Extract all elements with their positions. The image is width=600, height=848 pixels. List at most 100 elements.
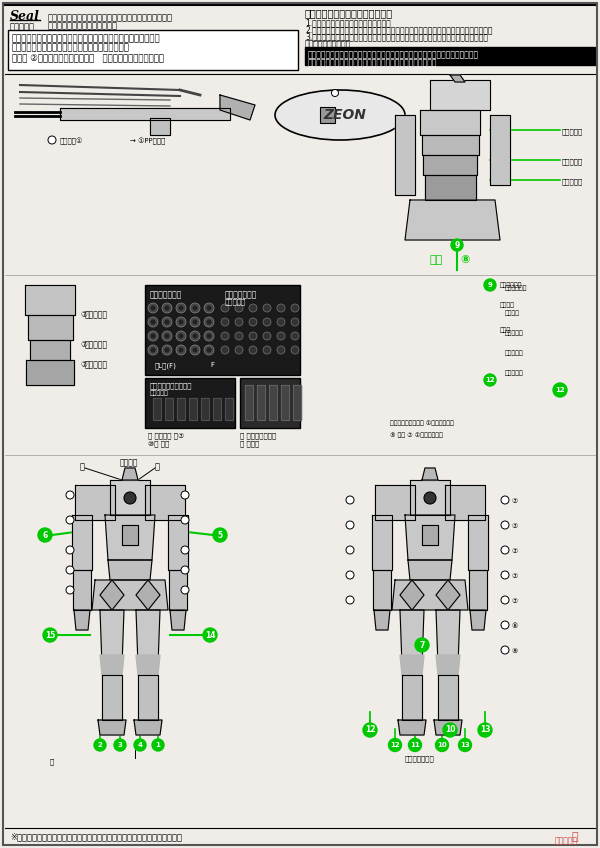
Circle shape [436, 739, 449, 751]
Circle shape [263, 332, 271, 340]
Circle shape [150, 305, 156, 311]
Text: ④: ④ [68, 548, 72, 553]
Polygon shape [372, 515, 392, 570]
Polygon shape [134, 720, 162, 735]
Text: ⑥: ⑥ [68, 588, 72, 593]
Circle shape [221, 332, 229, 340]
Text: ⑩⑬ ⑭⑮: ⑩⑬ ⑭⑮ [148, 440, 169, 447]
Polygon shape [136, 610, 160, 665]
Circle shape [178, 347, 184, 353]
Circle shape [451, 239, 463, 251]
Text: 脚部スラスター: 脚部スラスター [225, 290, 257, 299]
Bar [115, 109, 125, 119]
Circle shape [162, 317, 172, 327]
Text: Ⓐ: Ⓐ [155, 462, 160, 471]
Circle shape [192, 305, 198, 311]
Text: Seal: Seal [10, 10, 40, 23]
Bar [145, 285, 300, 375]
Circle shape [221, 346, 229, 354]
Text: 両脚かかとは⑪: 両脚かかとは⑪ [405, 755, 435, 762]
Text: 【例】 ②・・・マーキングシール   Ⓐ・・・ガンダムデカール: 【例】 ②・・・マーキングシール Ⓐ・・・ガンダムデカール [12, 53, 164, 62]
Circle shape [346, 596, 354, 604]
Text: 右腿も同様: 右腿も同様 [562, 128, 583, 135]
Polygon shape [434, 720, 462, 735]
Circle shape [204, 303, 214, 313]
Text: ⑧: ⑧ [512, 623, 518, 629]
Text: ⑦: ⑦ [503, 622, 507, 628]
Circle shape [501, 646, 509, 654]
Bar [205, 109, 215, 119]
Text: 反対側も同様: 反対側も同様 [500, 282, 523, 287]
Circle shape [176, 345, 186, 355]
Circle shape [134, 739, 146, 751]
Polygon shape [105, 515, 155, 560]
Polygon shape [374, 610, 390, 630]
Circle shape [221, 304, 229, 312]
Circle shape [178, 319, 184, 325]
Polygon shape [60, 108, 230, 120]
Circle shape [553, 383, 567, 397]
Text: ⑦: ⑦ [512, 598, 518, 604]
Circle shape [38, 528, 52, 542]
Circle shape [221, 318, 229, 326]
Circle shape [124, 492, 136, 504]
Text: 12: 12 [555, 387, 565, 393]
Polygon shape [436, 580, 460, 610]
Polygon shape [165, 398, 173, 420]
Circle shape [94, 739, 106, 751]
Polygon shape [177, 398, 185, 420]
Polygon shape [153, 398, 161, 420]
Circle shape [478, 723, 492, 737]
Polygon shape [400, 610, 424, 665]
Circle shape [277, 346, 285, 354]
Polygon shape [102, 675, 122, 720]
Circle shape [424, 492, 436, 504]
Text: ③: ③ [183, 517, 187, 522]
Text: ②: ② [348, 498, 352, 503]
Circle shape [192, 333, 198, 339]
Text: 9: 9 [454, 241, 460, 249]
Circle shape [291, 332, 299, 340]
Text: 貴る位置を確認してください。: 貴る位置を確認してください。 [48, 21, 118, 30]
Polygon shape [136, 655, 160, 675]
Text: ②: ② [503, 498, 507, 503]
Circle shape [176, 331, 186, 341]
Text: ③: ③ [348, 522, 352, 527]
Ellipse shape [275, 90, 405, 140]
Bar [305, 47, 595, 65]
Circle shape [204, 317, 214, 327]
Circle shape [178, 333, 184, 339]
Bar [240, 378, 300, 428]
Polygon shape [410, 480, 450, 515]
Polygon shape [25, 285, 75, 315]
Circle shape [164, 347, 170, 353]
Polygon shape [400, 655, 424, 675]
Polygon shape [392, 580, 468, 610]
Polygon shape [98, 720, 126, 735]
Text: 15: 15 [45, 631, 55, 639]
Polygon shape [245, 385, 253, 420]
Polygon shape [470, 610, 486, 630]
Circle shape [501, 521, 509, 529]
Text: 9: 9 [488, 282, 493, 288]
Text: 10: 10 [445, 726, 455, 734]
Circle shape [164, 333, 170, 339]
Polygon shape [73, 570, 91, 610]
Polygon shape [108, 560, 152, 580]
Text: ②: ② [68, 493, 72, 498]
Circle shape [192, 347, 198, 353]
Text: 5: 5 [217, 531, 223, 539]
Text: 反対側は: 反対側は [500, 302, 515, 308]
Circle shape [150, 319, 156, 325]
Circle shape [291, 346, 299, 354]
Circle shape [484, 374, 496, 386]
Circle shape [206, 333, 212, 339]
Text: ⑧: ⑧ [460, 255, 469, 265]
Circle shape [150, 347, 156, 353]
Text: 4: 4 [137, 742, 143, 748]
Text: 12: 12 [390, 742, 400, 748]
Polygon shape [74, 610, 90, 630]
Circle shape [66, 516, 74, 524]
Text: 脚部スラスターカバー: 脚部スラスターカバー [150, 382, 193, 388]
Text: ③: ③ [68, 517, 72, 522]
